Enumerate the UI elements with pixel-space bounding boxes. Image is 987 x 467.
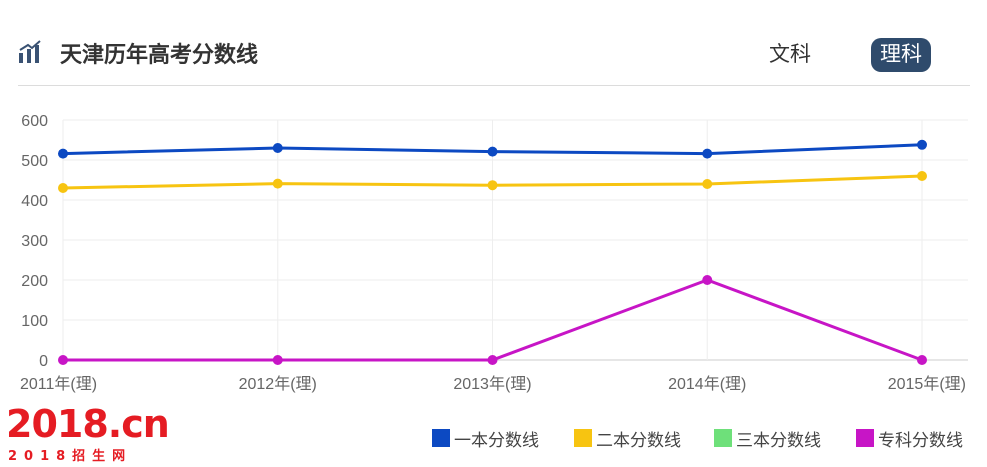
data-point	[702, 179, 713, 189]
data-point	[917, 171, 927, 181]
tab-wenke[interactable]: 文科	[769, 43, 811, 66]
tab-like[interactable]: 理科	[871, 38, 931, 72]
x-tick-label: 2012年(理)	[239, 375, 317, 393]
legend-item[interactable]: 专科分数线	[856, 426, 963, 450]
y-tick-label: 300	[21, 233, 48, 250]
logo-main-text: 2018.cn	[6, 402, 170, 446]
x-tick-label: 2013年(理)	[453, 375, 531, 393]
bar-chart-icon	[19, 40, 41, 63]
y-tick-label: 200	[21, 273, 48, 290]
legend-label: 三本分数线	[736, 430, 821, 450]
legend-label: 专科分数线	[878, 430, 963, 450]
data-point	[702, 275, 713, 285]
legend-item[interactable]: 三本分数线	[714, 426, 821, 450]
chart-header: 天津历年高考分数线 文科 理科	[0, 0, 987, 86]
legend-swatch	[574, 429, 592, 447]
y-tick-label: 0	[39, 353, 48, 370]
site-logo: 2018.cn 2018招生网	[6, 400, 170, 464]
page-title: 天津历年高考分数线	[60, 42, 259, 67]
data-point	[917, 355, 927, 365]
data-point	[917, 139, 927, 150]
header-divider	[18, 85, 970, 86]
legend-swatch	[432, 429, 450, 447]
y-tick-label: 600	[21, 113, 48, 130]
legend-label: 一本分数线	[454, 430, 539, 450]
y-tick-label: 500	[21, 153, 48, 170]
logo-sub-text: 2018招生网	[8, 449, 133, 464]
legend-label: 二本分数线	[596, 430, 681, 450]
data-point	[58, 183, 68, 193]
legend-item[interactable]: 一本分数线	[432, 426, 539, 450]
y-tick-label: 400	[21, 193, 48, 210]
data-point	[487, 355, 498, 365]
y-tick-label: 100	[21, 313, 48, 330]
x-tick-label: 2015年(理)	[888, 375, 966, 393]
legend-swatch	[856, 429, 874, 447]
data-point	[702, 148, 713, 159]
data-point	[272, 178, 283, 189]
x-tick-label: 2014年(理)	[668, 375, 746, 393]
line-chart: 0 100 200 300 400 500 600 2011年(理) 2012年(理) 2013年…	[20, 113, 968, 393]
legend-item[interactable]: 二本分数线	[574, 426, 681, 450]
x-tick-label: 2011年(理)	[20, 375, 97, 393]
data-point	[272, 355, 283, 365]
legend-swatch	[714, 429, 732, 447]
data-point	[58, 148, 68, 159]
data-point	[487, 146, 498, 157]
data-point	[58, 355, 68, 365]
data-point	[272, 143, 283, 153]
data-point	[487, 180, 498, 191]
